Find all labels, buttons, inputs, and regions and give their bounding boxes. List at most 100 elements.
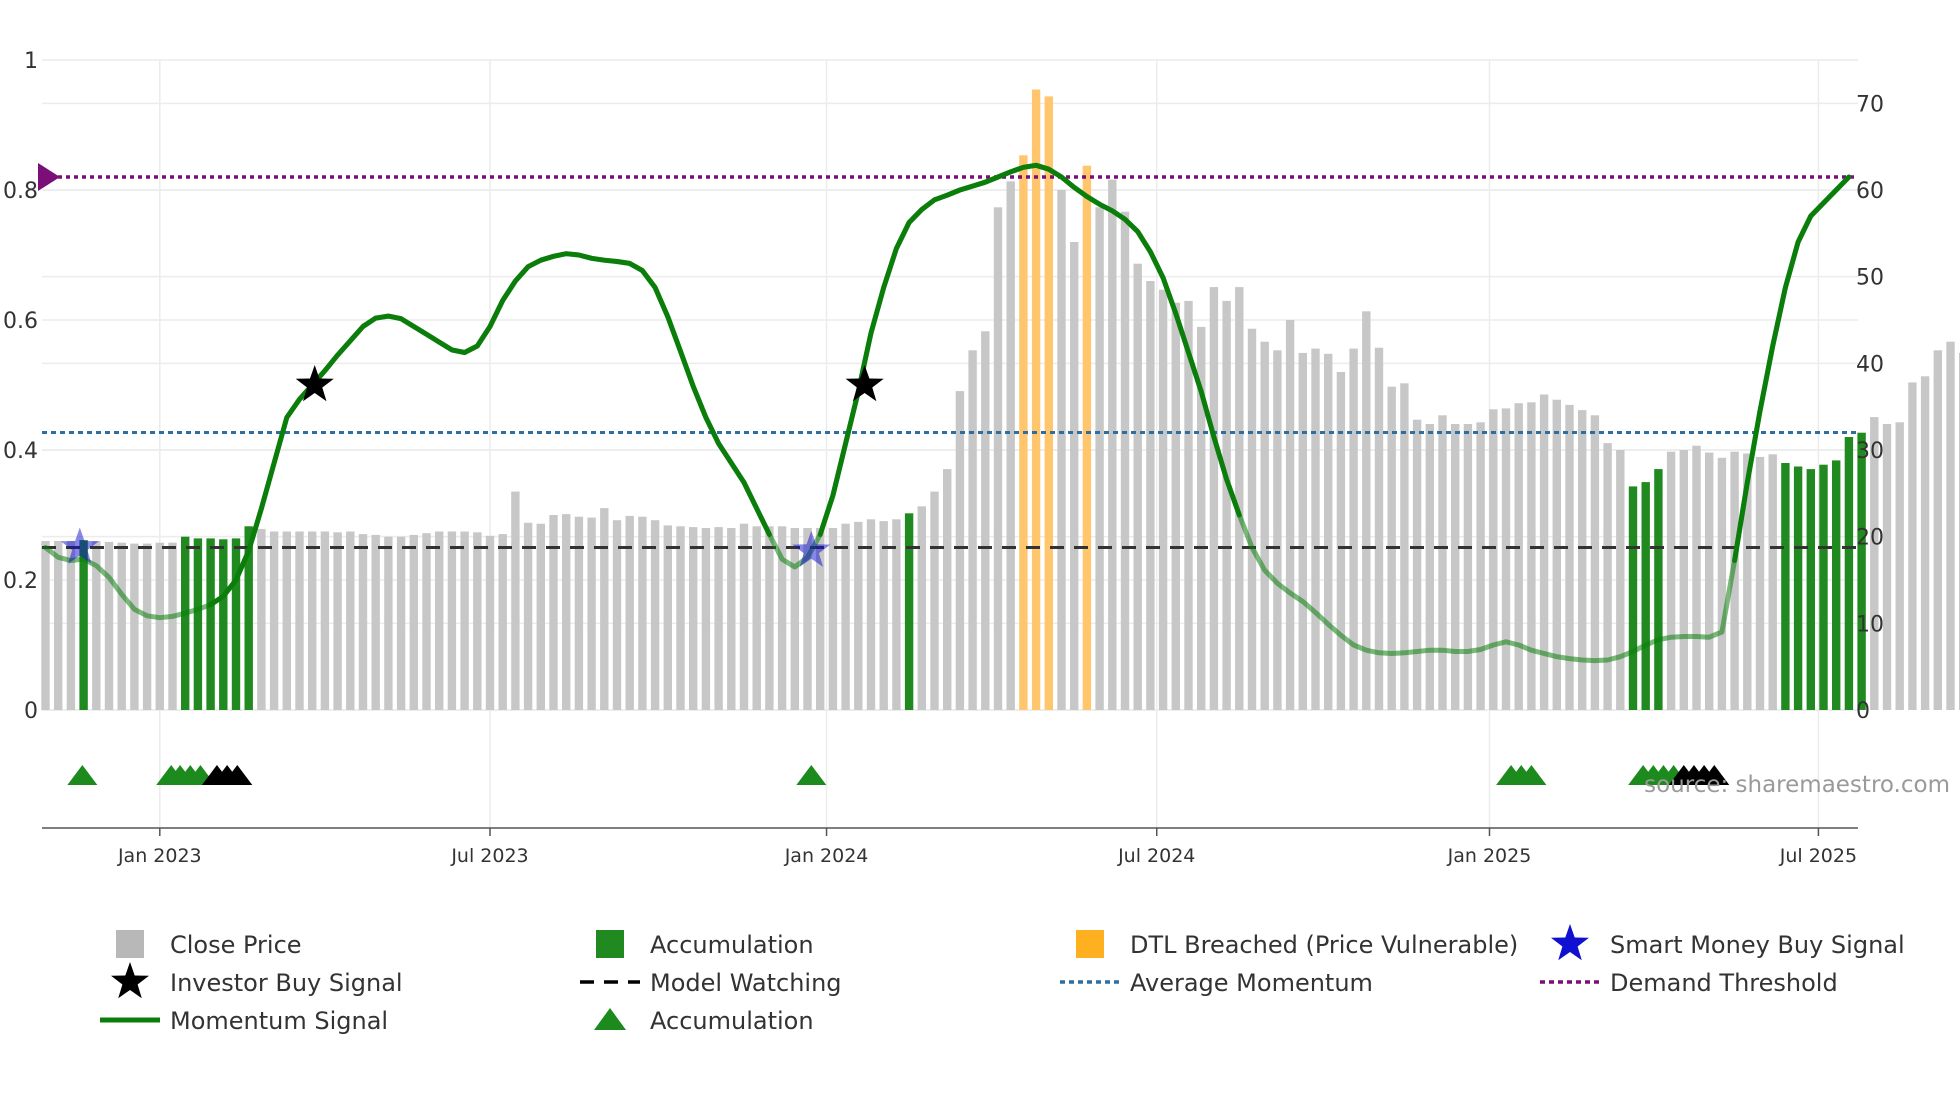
momentum-signal-line-2 — [1732, 174, 1852, 563]
close-price-bar — [993, 207, 1003, 711]
close-price-bar — [1158, 289, 1168, 710]
y-right-tick-label: 50 — [1856, 266, 1884, 291]
close-price-bar — [1679, 450, 1688, 710]
legend-item: Accumulation — [594, 1007, 814, 1035]
close-price-bar — [879, 521, 888, 710]
accumulation-bar — [1793, 466, 1803, 710]
close-price-bar — [1273, 350, 1282, 710]
demand-threshold-marker — [38, 163, 60, 191]
close-price-bar — [346, 531, 355, 710]
close-price-bar — [1057, 190, 1066, 710]
close-price-bar — [1743, 453, 1752, 710]
close-price-bar — [1578, 410, 1587, 710]
close-price-bar — [257, 528, 266, 710]
legend-label: Close Price — [170, 931, 302, 959]
close-price-bar — [650, 520, 660, 710]
close-price-bar — [1146, 281, 1155, 710]
close-price-bar — [282, 531, 291, 710]
y-right-tick-label: 40 — [1856, 352, 1884, 377]
accumulation-triangle-icon — [222, 765, 253, 785]
legend-label: Model Watching — [650, 969, 842, 997]
close-price-bar — [1324, 353, 1333, 710]
close-price-bar — [1095, 207, 1104, 711]
close-price-bar — [600, 508, 609, 710]
accumulation-triangle-icon — [1699, 765, 1730, 785]
close-price-bar — [1108, 179, 1117, 711]
y-right-tick-label: 0 — [1856, 699, 1870, 724]
close-price-bar — [981, 331, 990, 710]
legend-item: Close Price — [116, 930, 302, 959]
y-left-tick-label: 0.8 — [3, 179, 38, 204]
legend-label: Average Momentum — [1130, 969, 1373, 997]
close-price-bar — [511, 491, 520, 710]
x-tick-label: Jan 2024 — [784, 845, 869, 867]
close-price-bar — [1311, 348, 1320, 710]
close-price-bar — [1730, 451, 1739, 710]
close-price-bar — [1362, 311, 1371, 710]
close-price-bar — [371, 534, 380, 710]
accumulation-bar — [1654, 469, 1663, 710]
legend-item: Smart Money Buy Signal — [1551, 924, 1905, 961]
close-price-bar — [1692, 445, 1701, 710]
close-price-bar — [816, 528, 825, 710]
accumulation-bar — [193, 538, 203, 710]
close-price-bar — [1133, 263, 1142, 710]
source-label: source: sharemaestro.com — [1644, 772, 1950, 798]
close-price-bar — [574, 516, 584, 710]
legend-item: Average Momentum — [1060, 969, 1373, 997]
close-price-bar — [689, 527, 698, 710]
reference-lines — [38, 163, 1858, 549]
investor-buy-star-icon — [295, 365, 334, 402]
accumulation-bar — [219, 539, 228, 710]
accumulation-bar — [1781, 463, 1790, 710]
close-price-bar — [485, 535, 495, 710]
close-price-bar — [930, 491, 939, 710]
legend: Close Price Accumulation DTL Breached (Pri… — [100, 924, 1905, 1035]
close-price-bar — [701, 528, 711, 710]
close-price-bar — [92, 541, 101, 710]
close-price-bar — [358, 534, 368, 710]
grid-layer — [42, 59, 1858, 828]
close-price-bar — [155, 542, 164, 710]
close-price-bar — [308, 531, 317, 710]
price-bars — [41, 89, 1960, 711]
close-price-bar — [460, 531, 469, 710]
close-price-bar — [1336, 372, 1346, 710]
legend-smart-money-star-icon — [1551, 924, 1589, 961]
close-price-bar — [612, 520, 622, 710]
accumulation-bar — [1857, 432, 1866, 710]
legend-label: Accumulation — [650, 931, 814, 959]
accumulation-bar — [1806, 469, 1815, 710]
y-right-tick-label: 60 — [1856, 179, 1884, 204]
close-price-bar — [1247, 328, 1257, 710]
close-price-bar — [1412, 419, 1422, 710]
accumulation-bar — [904, 513, 914, 710]
x-tick-label: Jul 2025 — [1779, 845, 1857, 867]
dtl-breached-bar — [1044, 96, 1053, 710]
close-price-bar — [1768, 454, 1777, 710]
close-price-bar — [1755, 456, 1765, 710]
accumulation-bar — [181, 536, 190, 710]
close-price-bar — [1476, 422, 1485, 710]
close-price-bar — [54, 541, 63, 710]
legend-investor-star-icon — [111, 962, 149, 999]
close-price-bar — [1451, 424, 1460, 710]
close-price-bar — [866, 519, 876, 710]
close-price-bar — [663, 525, 672, 710]
legend-accumulation-swatch — [596, 930, 624, 958]
legend-label: Investor Buy Signal — [170, 969, 403, 997]
close-price-bar — [1882, 424, 1892, 710]
legend-label: Smart Money Buy Signal — [1610, 931, 1905, 959]
close-price-bar — [752, 526, 761, 710]
close-price-bar — [1552, 399, 1561, 710]
close-price-bar — [1349, 348, 1358, 710]
close-price-bar — [828, 528, 838, 710]
legend-accumulation-triangle-icon — [594, 1008, 626, 1030]
close-price-bar — [1539, 394, 1549, 710]
close-price-bar — [917, 506, 926, 710]
close-price-bar — [1603, 443, 1612, 710]
close-price-bar — [1463, 424, 1473, 710]
accumulation-bar — [231, 538, 241, 710]
legend-item: Accumulation — [596, 930, 814, 959]
